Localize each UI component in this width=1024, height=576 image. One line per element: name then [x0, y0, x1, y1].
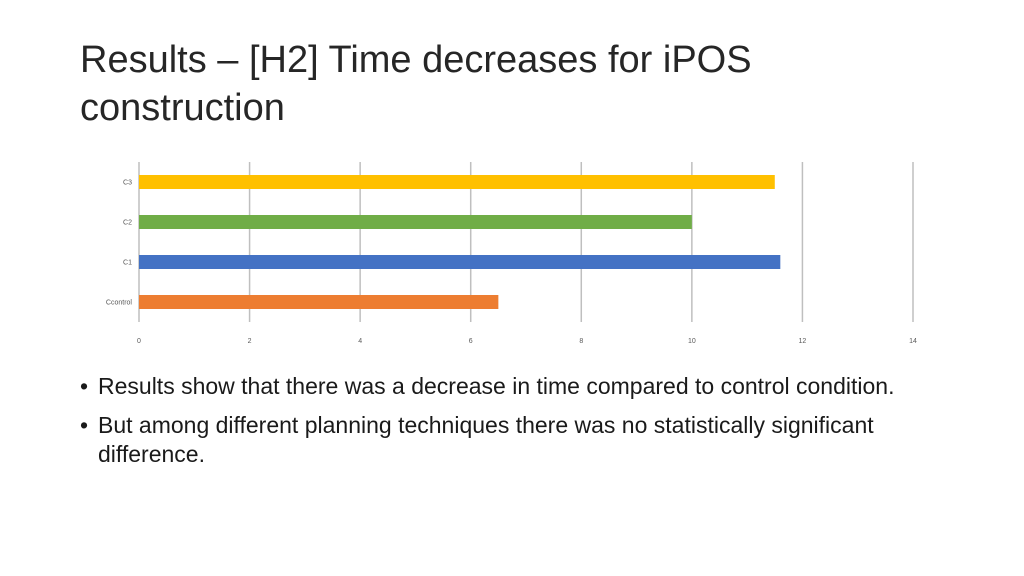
bar-chart: 0 2 4 6 8 10 12 14 C3 C2 C1 Ccontrol	[106, 162, 917, 345]
y-category-label: Ccontrol	[106, 300, 133, 307]
x-tick-label: 6	[469, 338, 473, 345]
x-tick-label: 0	[137, 338, 141, 345]
bullet-list: • Results show that there was a decrease…	[76, 372, 956, 479]
x-tick-label: 12	[799, 338, 807, 345]
bar	[139, 175, 775, 189]
bullet-text: But among different planning techniques …	[98, 412, 874, 467]
bullet-marker: •	[80, 412, 89, 438]
y-category-label: C1	[123, 260, 132, 267]
x-tick-label: 2	[248, 338, 252, 345]
slide-title: Results – [H2] Time decreases for iPOS c…	[80, 39, 752, 129]
bullet-item: • But among different planning technique…	[76, 411, 956, 469]
x-tick-label: 10	[688, 338, 696, 345]
x-tick-label: 8	[579, 338, 583, 345]
y-category-label: C2	[123, 220, 132, 227]
bar	[139, 295, 499, 309]
bar	[139, 255, 781, 269]
y-category-label: C3	[123, 180, 132, 187]
bullet-marker: •	[80, 373, 89, 399]
x-tick-label: 4	[358, 338, 362, 345]
bar	[139, 215, 692, 229]
x-tick-label: 14	[909, 338, 917, 345]
bullet-text: Results show that there was a decrease i…	[98, 373, 895, 399]
bullet-item: • Results show that there was a decrease…	[76, 372, 956, 401]
